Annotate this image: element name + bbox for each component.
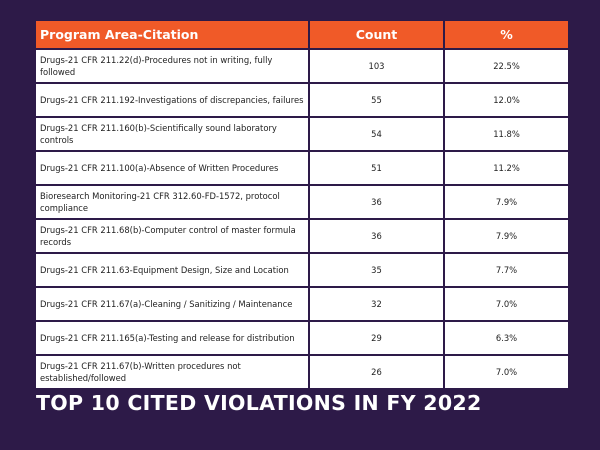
citation-cell: Drugs-21 CFR 211.100(a)-Absence of Writt… xyxy=(36,152,308,184)
citation-cell: Drugs-21 CFR 211.67(b)-Written procedure… xyxy=(36,356,308,388)
percent-cell: 6.3% xyxy=(445,322,568,354)
count-cell: 36 xyxy=(310,186,443,218)
header-percent: % xyxy=(445,21,568,48)
table-row: Bioresearch Monitoring-21 CFR 312.60-FD-… xyxy=(36,186,568,218)
citation-cell: Bioresearch Monitoring-21 CFR 312.60-FD-… xyxy=(36,186,308,218)
table-row: Drugs-21 CFR 211.192-Investigations of d… xyxy=(36,84,568,116)
percent-cell: 7.0% xyxy=(445,288,568,320)
percent-cell: 7.0% xyxy=(445,356,568,388)
citation-cell: Drugs-21 CFR 211.68(b)-Computer control … xyxy=(36,220,308,252)
table-row: Drugs-21 CFR 211.67(a)-Cleaning / Saniti… xyxy=(36,288,568,320)
table-row: Drugs-21 CFR 211.160(b)-Scientifically s… xyxy=(36,118,568,150)
percent-cell: 22.5% xyxy=(445,50,568,82)
count-cell: 103 xyxy=(310,50,443,82)
page-title: TOP 10 CITED VIOLATIONS IN FY 2022 xyxy=(36,391,482,415)
percent-cell: 7.9% xyxy=(445,220,568,252)
table-row: Drugs-21 CFR 211.68(b)-Computer control … xyxy=(36,220,568,252)
table-row: Drugs-21 CFR 211.67(b)-Written procedure… xyxy=(36,356,568,388)
percent-cell: 12.0% xyxy=(445,84,568,116)
citation-cell: Drugs-21 CFR 211.160(b)-Scientifically s… xyxy=(36,118,308,150)
citation-cell: Drugs-21 CFR 211.63-Equipment Design, Si… xyxy=(36,254,308,286)
table-header-row: Program Area-Citation Count % xyxy=(36,21,568,48)
count-cell: 51 xyxy=(310,152,443,184)
header-citation: Program Area-Citation xyxy=(36,21,308,48)
citation-cell: Drugs-21 CFR 211.67(a)-Cleaning / Saniti… xyxy=(36,288,308,320)
header-count: Count xyxy=(310,21,443,48)
violations-table: Program Area-Citation Count % Drugs-21 C… xyxy=(34,19,570,390)
citation-cell: Drugs-21 CFR 211.22(d)-Procedures not in… xyxy=(36,50,308,82)
table-row: Drugs-21 CFR 211.100(a)-Absence of Writt… xyxy=(36,152,568,184)
count-cell: 54 xyxy=(310,118,443,150)
table-row: Drugs-21 CFR 211.165(a)-Testing and rele… xyxy=(36,322,568,354)
count-cell: 29 xyxy=(310,322,443,354)
percent-cell: 7.9% xyxy=(445,186,568,218)
count-cell: 36 xyxy=(310,220,443,252)
count-cell: 55 xyxy=(310,84,443,116)
count-cell: 32 xyxy=(310,288,443,320)
citation-cell: Drugs-21 CFR 211.192-Investigations of d… xyxy=(36,84,308,116)
citation-cell: Drugs-21 CFR 211.165(a)-Testing and rele… xyxy=(36,322,308,354)
percent-cell: 11.2% xyxy=(445,152,568,184)
count-cell: 35 xyxy=(310,254,443,286)
count-cell: 26 xyxy=(310,356,443,388)
percent-cell: 7.7% xyxy=(445,254,568,286)
table-row: Drugs-21 CFR 211.63-Equipment Design, Si… xyxy=(36,254,568,286)
table-row: Drugs-21 CFR 211.22(d)-Procedures not in… xyxy=(36,50,568,82)
percent-cell: 11.8% xyxy=(445,118,568,150)
